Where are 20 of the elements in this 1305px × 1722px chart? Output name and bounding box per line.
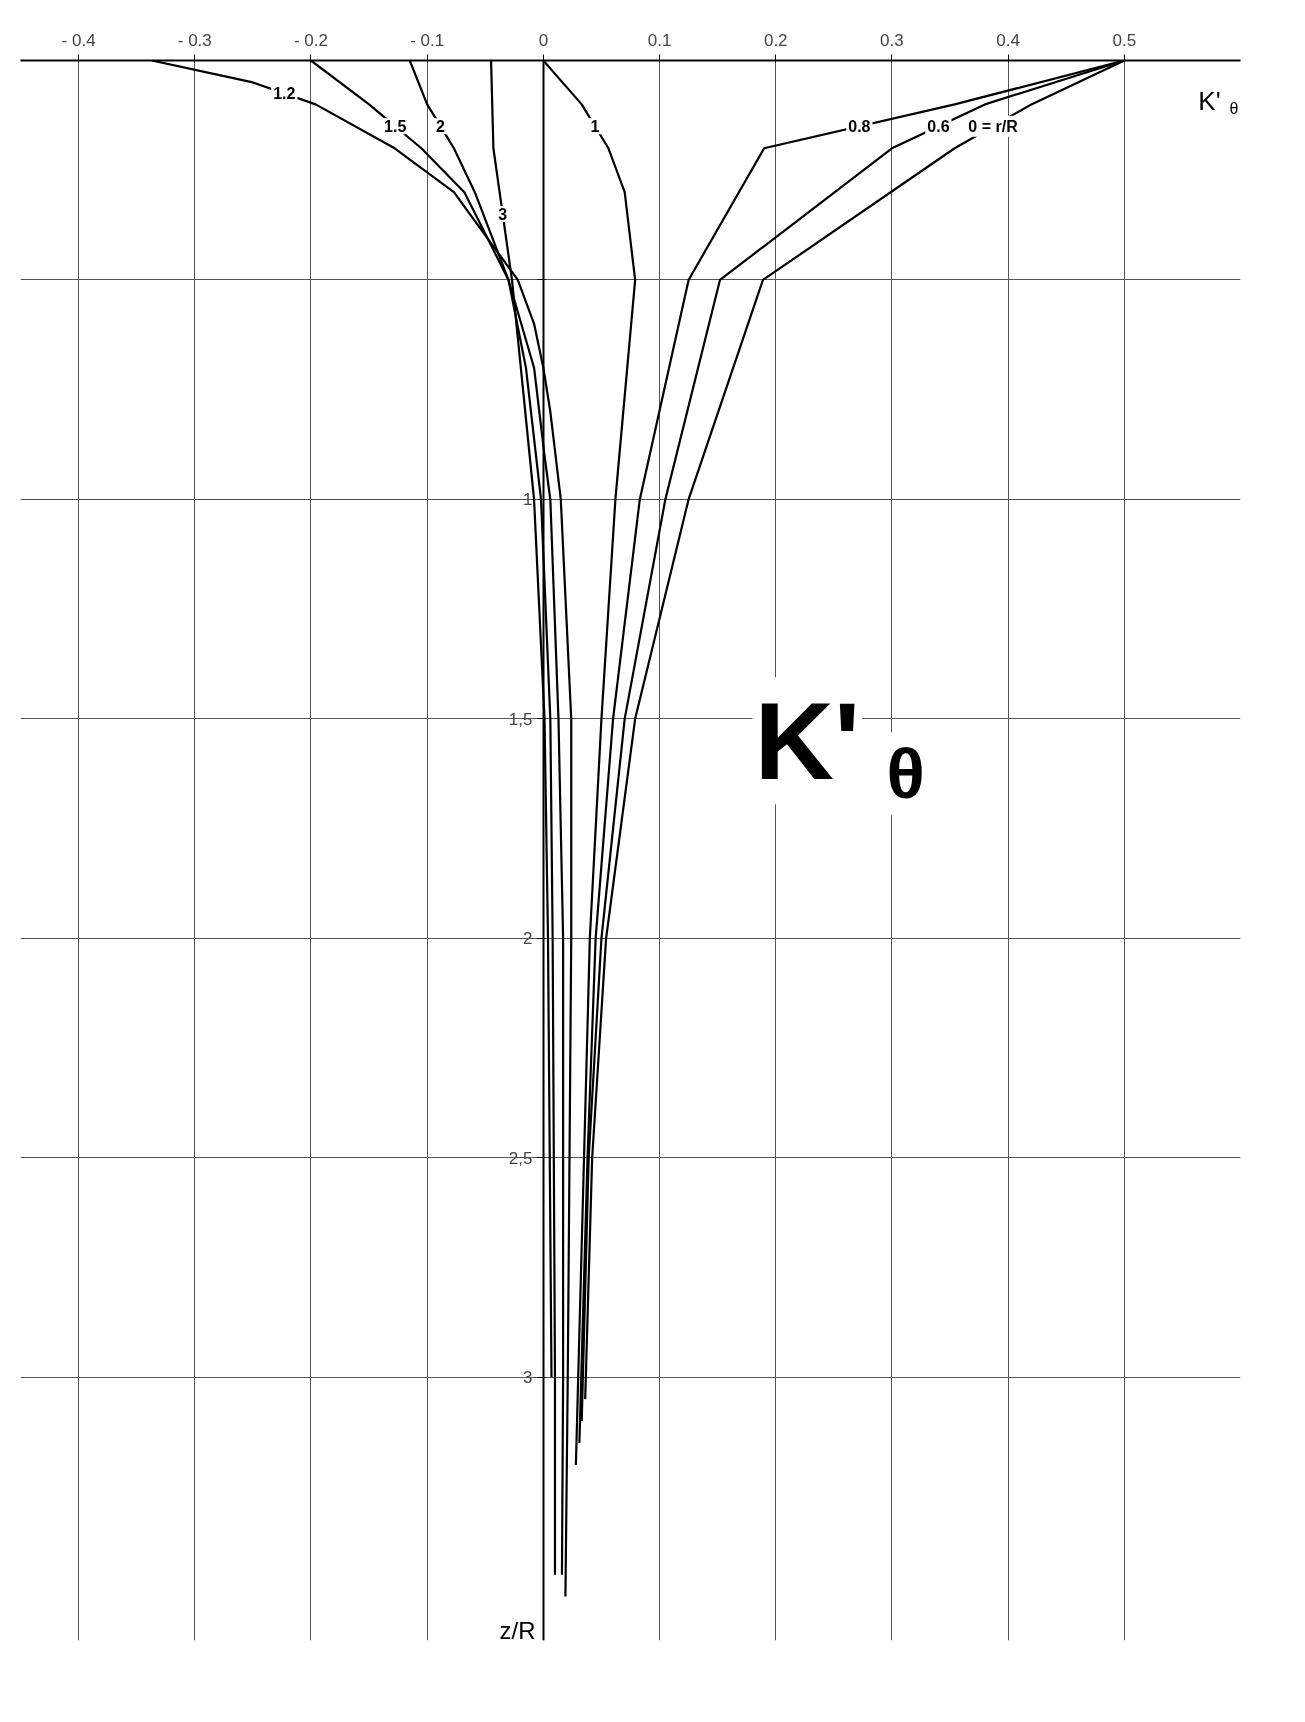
series-label: 0.6 [927, 118, 950, 136]
x-tick-label: - 0.3 [177, 30, 212, 50]
x-tick-label: 0 [538, 30, 549, 50]
x-axis-title: K'θ [1198, 85, 1239, 117]
x-tick-label: 0.1 [647, 30, 672, 50]
x-tick-label: - 0.1 [410, 30, 445, 50]
annotation: K'θ [754, 679, 925, 814]
series-label: 1.2 [273, 85, 296, 103]
x-tick-label: 0.5 [1112, 30, 1137, 50]
x-tick-label: - 0.2 [293, 30, 328, 50]
x-tick-label: 0.2 [763, 30, 788, 50]
x-tick-label: 0.3 [880, 30, 904, 50]
series-label: 2 [436, 118, 446, 136]
x-tick-label: 0.4 [996, 30, 1020, 50]
series-label: 1.5 [384, 118, 407, 136]
series-label: 1 [590, 118, 600, 136]
y-axis-title: z/R [499, 1617, 536, 1644]
series-label: 0.8 [848, 118, 871, 136]
series-label: 0 = r/R [968, 117, 1019, 135]
x-tick-label: - 0.4 [61, 30, 96, 50]
